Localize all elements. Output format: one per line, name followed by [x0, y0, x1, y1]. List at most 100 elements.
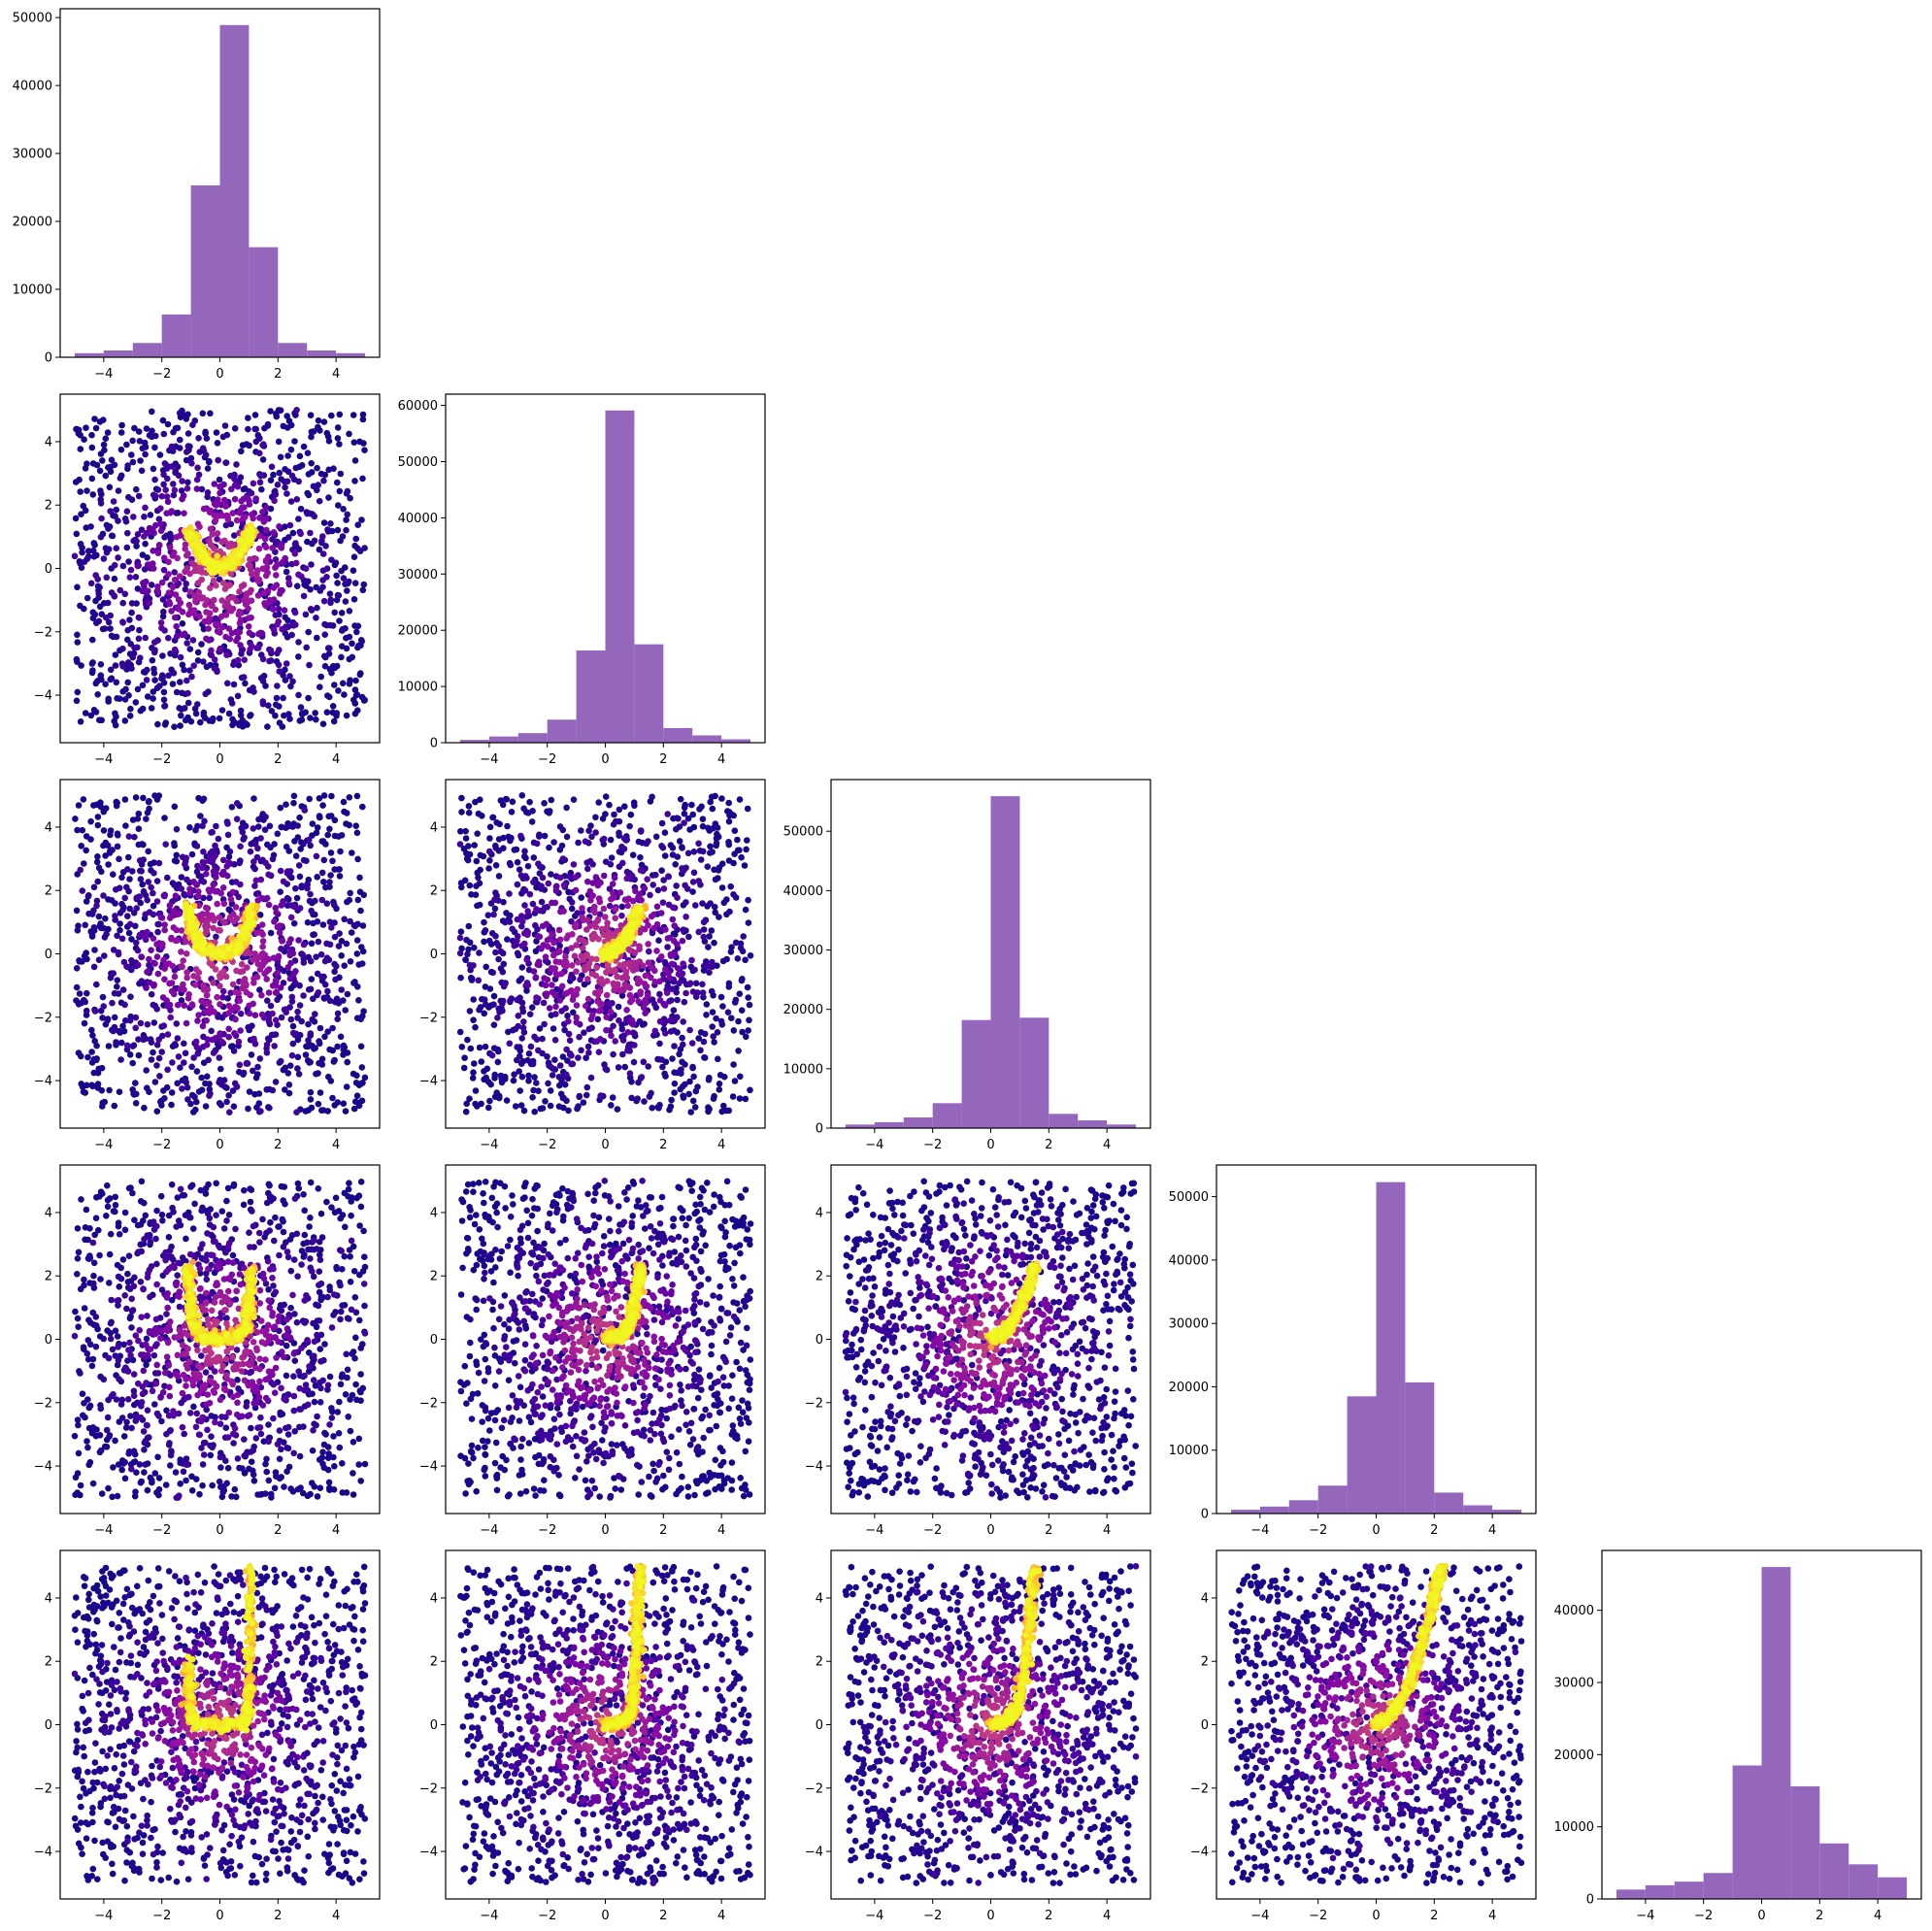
scatter-point	[96, 603, 104, 611]
scatter-point	[318, 838, 326, 845]
scatter-point	[151, 1079, 159, 1085]
histogram-bar	[132, 343, 162, 357]
scatter-point	[481, 918, 487, 926]
scatter-point	[621, 803, 628, 810]
scatter-point	[520, 1018, 527, 1025]
scatter-point	[734, 836, 741, 844]
x-tick-label: 2	[274, 752, 282, 767]
scatter-point	[141, 514, 148, 520]
scatter-point	[707, 843, 714, 850]
scatter-point	[482, 983, 489, 990]
scatter-point	[156, 683, 163, 689]
scatter-point	[203, 1016, 210, 1024]
scatter-point	[181, 1040, 187, 1048]
scatter-point	[131, 833, 138, 841]
x-tick-label: 2	[274, 1138, 282, 1152]
scatter-point	[595, 799, 602, 806]
scatter-point	[94, 691, 101, 698]
scatter-point	[586, 857, 594, 865]
scatter-point	[716, 1081, 723, 1087]
scatter-point	[171, 486, 179, 494]
scatter-point	[168, 534, 176, 541]
scatter-point	[525, 1050, 533, 1057]
scatter-point	[311, 537, 318, 545]
y-tick-label: 20000	[783, 1003, 823, 1017]
scatter-point	[158, 624, 165, 632]
scatter-point	[136, 857, 144, 864]
scatter-point	[301, 807, 309, 814]
scatter-point	[118, 935, 126, 943]
scatter-point	[283, 490, 290, 497]
scatter-point	[247, 848, 254, 855]
scatter-point	[104, 429, 112, 436]
scatter-point	[98, 676, 105, 683]
scatter-point	[200, 712, 208, 719]
scatter-point	[88, 1026, 95, 1034]
scatter-point	[176, 410, 183, 416]
scatter-point	[184, 443, 192, 449]
scatter-point	[145, 879, 152, 885]
scatter-point	[203, 870, 210, 878]
scatter-point	[158, 672, 166, 679]
scatter-point	[136, 438, 144, 445]
scatter-point	[271, 918, 278, 925]
scatter-point	[114, 983, 120, 990]
scatter-point	[518, 964, 526, 971]
scatter-point	[224, 820, 231, 827]
histogram-bar	[576, 650, 606, 743]
scatter-point	[325, 466, 333, 474]
scatter-point	[295, 1071, 303, 1078]
scatter-point	[335, 502, 342, 509]
scatter-point	[164, 475, 171, 483]
scatter-point	[490, 1045, 498, 1051]
scatter-point	[121, 696, 129, 703]
scatter-point	[708, 793, 716, 801]
scatter-point	[487, 1081, 494, 1088]
scatter-point	[229, 888, 237, 896]
histogram-bar	[1405, 1382, 1435, 1514]
scatter-point	[316, 1024, 324, 1032]
scatter-point	[173, 622, 180, 630]
x-tick-label: 2	[1045, 1138, 1052, 1152]
scatter-point	[137, 457, 144, 464]
scatter-point	[176, 705, 183, 712]
scatter-point	[635, 838, 643, 846]
y-tick-label: 40000	[1169, 1253, 1209, 1268]
scatter-point	[262, 683, 269, 689]
scatter-point	[321, 981, 329, 988]
scatter-point	[114, 977, 121, 983]
scatter-point	[218, 563, 226, 571]
scatter-point	[578, 894, 584, 901]
scatter-point	[186, 646, 194, 652]
scatter-point	[681, 998, 688, 1006]
scatter-point	[307, 1058, 314, 1066]
scatter-point	[168, 443, 176, 450]
scatter-point	[206, 717, 213, 724]
scatter-point	[132, 1014, 140, 1021]
histogram-bar	[74, 352, 104, 357]
scatter-point	[123, 1042, 131, 1049]
scatter-point	[286, 975, 294, 982]
scatter-point	[205, 1056, 212, 1064]
scatter-point	[478, 1058, 485, 1065]
y-tick-label: 10000	[398, 681, 438, 695]
scatter-point	[337, 1033, 345, 1041]
scatter-point	[183, 581, 189, 587]
x-tick-label: −2	[923, 1138, 942, 1152]
scatter-point	[150, 491, 157, 499]
histogram-bar	[1288, 1500, 1318, 1514]
scatter-point	[158, 915, 166, 921]
scatter-point	[198, 485, 206, 493]
scatter-point	[150, 870, 157, 877]
scatter-point	[583, 1091, 590, 1099]
scatter-point	[173, 851, 181, 859]
scatter-point	[716, 914, 722, 920]
scatter-point	[270, 529, 278, 536]
scatter-point	[280, 422, 287, 430]
x-tick-label: −4	[94, 1138, 113, 1152]
scatter-point	[183, 456, 190, 464]
scatter-point	[356, 671, 364, 679]
scatter-point	[160, 696, 168, 704]
